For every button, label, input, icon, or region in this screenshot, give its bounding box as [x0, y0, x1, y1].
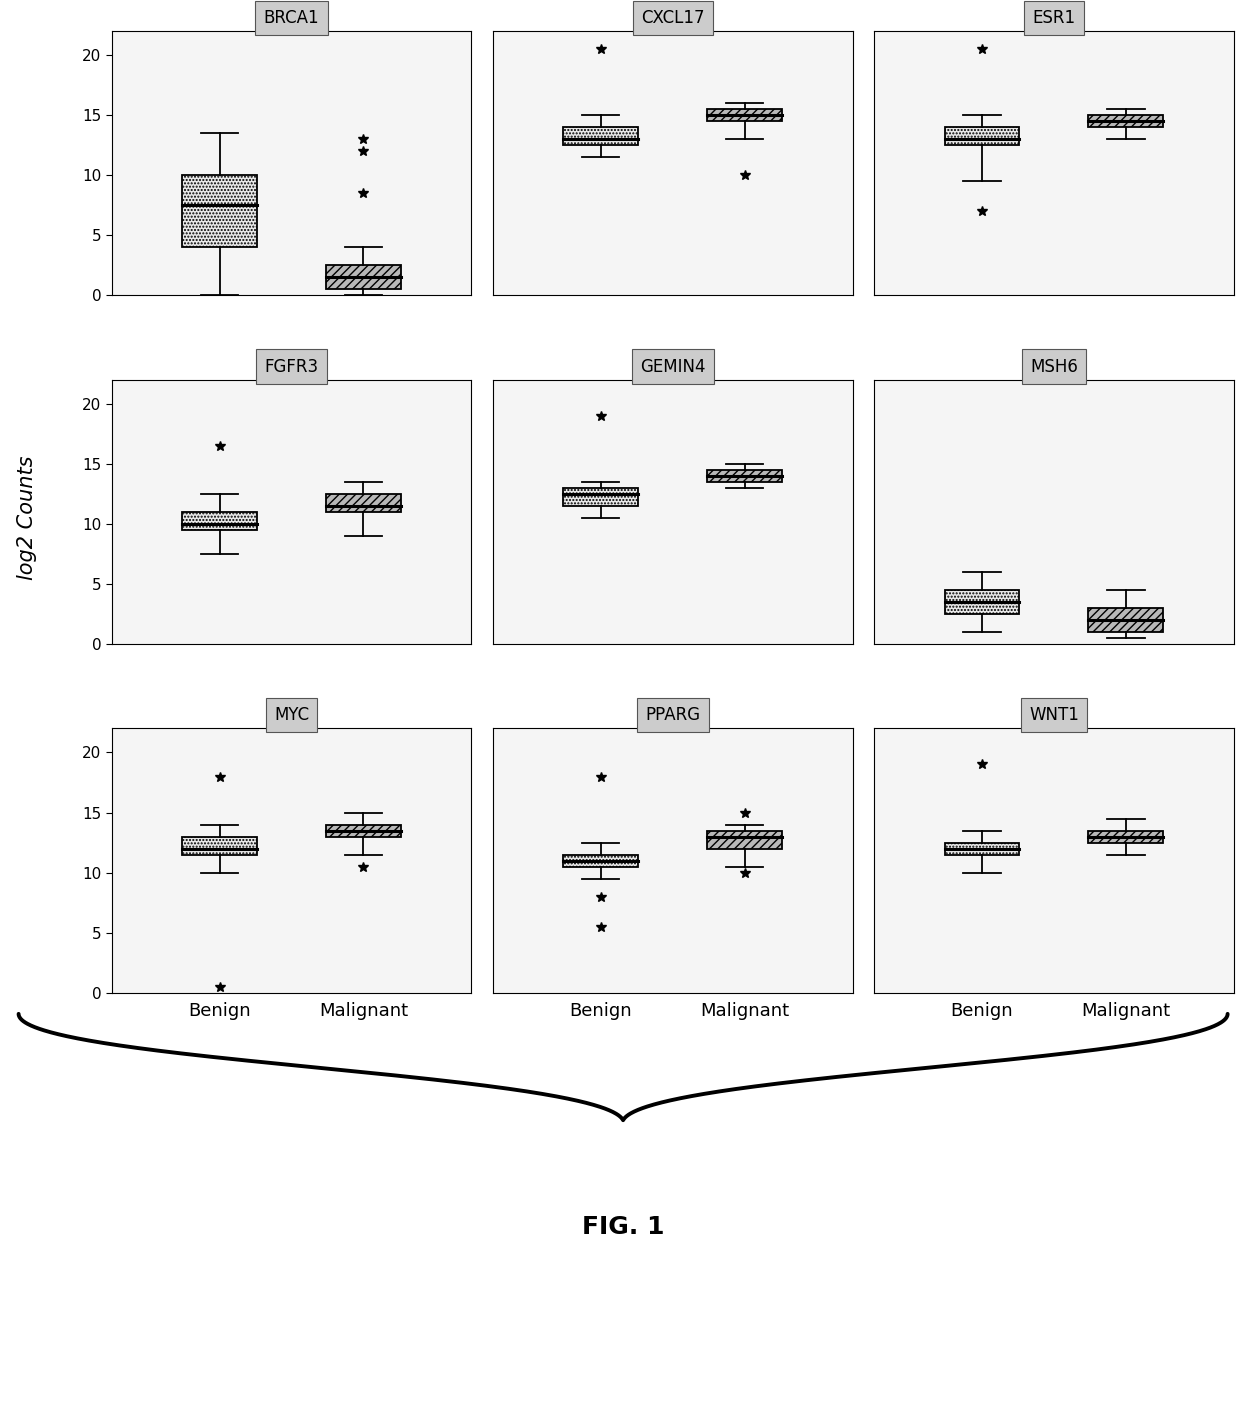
Bar	[707, 109, 782, 121]
Text: FIG. 1: FIG. 1	[583, 1215, 665, 1238]
Bar	[563, 488, 639, 506]
Title: PPARG: PPARG	[645, 706, 701, 725]
Title: BRCA1: BRCA1	[264, 9, 319, 27]
Bar	[707, 469, 782, 482]
Bar	[563, 855, 639, 866]
Bar	[182, 837, 257, 855]
Bar	[326, 265, 401, 289]
Bar	[707, 831, 782, 848]
Bar	[945, 842, 1019, 855]
Title: FGFR3: FGFR3	[264, 357, 319, 376]
Text: log2 Counts: log2 Counts	[17, 455, 37, 580]
Bar	[563, 128, 639, 145]
Title: WNT1: WNT1	[1029, 706, 1079, 725]
Bar	[945, 590, 1019, 614]
Title: MSH6: MSH6	[1030, 357, 1078, 376]
Bar	[1089, 115, 1163, 128]
Title: ESR1: ESR1	[1033, 9, 1075, 27]
Bar	[182, 512, 257, 530]
Bar	[945, 128, 1019, 145]
Bar	[326, 824, 401, 837]
Title: MYC: MYC	[274, 706, 309, 725]
Bar	[182, 176, 257, 247]
Bar	[1089, 831, 1163, 842]
Title: GEMIN4: GEMIN4	[640, 357, 706, 376]
Bar	[1089, 608, 1163, 632]
Bar	[326, 493, 401, 512]
Title: CXCL17: CXCL17	[641, 9, 704, 27]
